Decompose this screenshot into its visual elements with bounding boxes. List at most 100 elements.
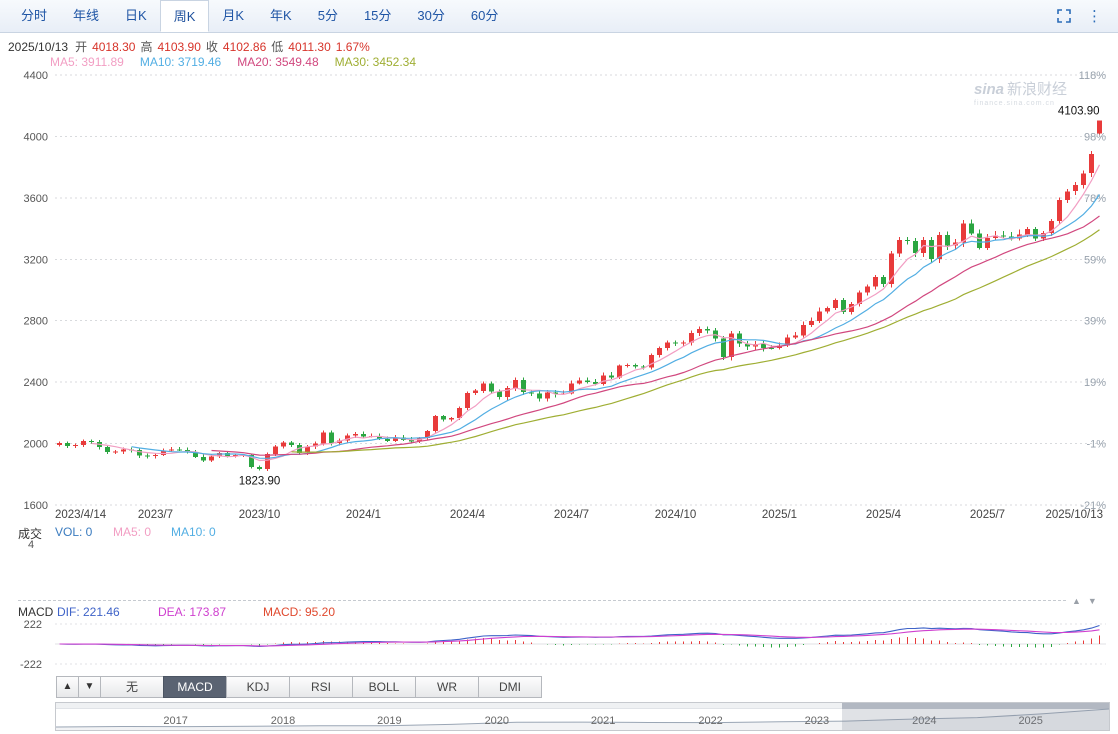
quote-value-高: 4103.90 [157, 40, 201, 54]
period-tab-5分[interactable]: 5分 [317, 8, 338, 23]
svg-text:2025/7: 2025/7 [970, 509, 1005, 521]
svg-text:98%: 98% [1084, 131, 1106, 143]
svg-text:-222: -222 [20, 659, 42, 671]
period-tab-分时[interactable]: 分时 [21, 8, 48, 23]
macd-dif-line [59, 624, 1100, 648]
period-tab-60分[interactable]: 60分 [470, 8, 499, 23]
indicator-tab-BOLL[interactable]: BOLL [352, 676, 416, 698]
volume-ma5-value: MA5: 0 [113, 525, 152, 539]
nav-year-2018: 2018 [270, 715, 296, 727]
svg-text:3600: 3600 [24, 193, 48, 205]
svg-text:-1%: -1% [1086, 439, 1106, 451]
panel-down-button[interactable]: ▼ [78, 676, 101, 698]
svg-text:3200: 3200 [24, 254, 48, 266]
period-tab-年线[interactable]: 年线 [73, 8, 100, 23]
nav-year-2020: 2020 [484, 715, 510, 727]
quote-label-高: 高 [140, 40, 153, 54]
panel-expand-icon[interactable]: ▲ [1072, 596, 1081, 606]
svg-text:2024/10: 2024/10 [655, 509, 697, 521]
indicator-tab-DMI[interactable]: DMI [478, 676, 542, 698]
ma-legend-MA20: MA20: 3549.48 [237, 55, 319, 69]
ma-line-MA10 [131, 194, 1100, 459]
navigator[interactable]: 2017 2018 2019 2020 2021 2022 2023 2024 2025 [55, 702, 1110, 731]
nav-year-2019: 2019 [377, 715, 402, 727]
indicator-tab-WR[interactable]: WR [415, 676, 479, 698]
period-tab-月K[interactable]: 月K [222, 8, 245, 23]
svg-text:2023/4/14: 2023/4/14 [55, 509, 107, 521]
fullscreen-icon[interactable] [1057, 9, 1071, 23]
indicator-tab-无[interactable]: 无 [100, 676, 164, 698]
panel-divider [18, 600, 1066, 601]
macd-macd-value: MACD: 95.20 [263, 605, 336, 619]
svg-text:4400: 4400 [24, 70, 48, 82]
ma-legend-MA10: MA10: 3719.46 [139, 55, 222, 69]
navigator-scrollbar-thumb[interactable] [841, 703, 1109, 709]
nav-year-2017: 2017 [163, 715, 188, 727]
ma-legend: MA5: 3911.89 MA10: 3719.46 MA20: 3549.48 MA… [50, 55, 416, 69]
period-tab-30分[interactable]: 30分 [417, 8, 445, 23]
svg-text:2025/10/13: 2025/10/13 [1045, 509, 1103, 521]
panel-up-button[interactable]: ▲ [56, 676, 79, 698]
macd-panel-label: MACD [18, 605, 54, 619]
more-menu-icon[interactable]: ⋮ [1087, 7, 1102, 25]
svg-text:2025/1: 2025/1 [762, 509, 797, 521]
svg-text:2023/7: 2023/7 [138, 509, 173, 521]
svg-text:39%: 39% [1084, 316, 1106, 328]
volume-axis-tick: 4 [28, 539, 35, 551]
ma-line-MA30 [291, 229, 1100, 453]
panel-collapse-icon[interactable]: ▼ [1087, 596, 1097, 606]
macd-dif-value: DIF: 221.46 [57, 605, 120, 619]
volume-ma10-value: MA10: 0 [171, 525, 216, 539]
indicator-tab-KDJ[interactable]: KDJ [226, 676, 290, 698]
quote-change: 1.67% [335, 40, 370, 54]
macd-dea-line [59, 628, 1100, 647]
svg-text:2025/4: 2025/4 [866, 509, 902, 521]
quote-value-收: 4102.86 [222, 40, 267, 54]
quote-label-开: 开 [75, 40, 88, 54]
macd-chart: 222 -222 [20, 619, 1106, 671]
quote-date: 2025/10/13 [8, 40, 69, 54]
volume-vol-value: VOL: 0 [55, 525, 93, 539]
navigator-selection[interactable] [841, 703, 1109, 730]
svg-text:2024/4: 2024/4 [450, 509, 486, 521]
period-tab-15分[interactable]: 15分 [363, 8, 392, 23]
quote-line: 2025/10/13 开 4018.30 高 4103.90 收 4102.86 低 4011.… [8, 38, 370, 55]
svg-text:2024/7: 2024/7 [554, 509, 589, 521]
period-tab-年K[interactable]: 年K [270, 8, 292, 23]
macd-dea-value: DEA: 173.87 [158, 605, 227, 619]
svg-text:2400: 2400 [24, 377, 48, 389]
svg-text:4103.90: 4103.90 [1058, 106, 1100, 118]
svg-text:118%: 118% [1079, 70, 1107, 82]
ma-legend-MA5: MA5: 3911.89 [50, 55, 124, 69]
nav-year-2024: 2024 [912, 715, 937, 727]
svg-text:2023/10: 2023/10 [239, 509, 281, 521]
svg-text:1600: 1600 [24, 500, 48, 512]
svg-text:222: 222 [24, 619, 42, 631]
svg-text:59%: 59% [1084, 254, 1106, 266]
indicator-tab-RSI[interactable]: RSI [289, 676, 353, 698]
navigator-scrollbar-track[interactable] [56, 703, 1109, 709]
indicator-tab-MACD[interactable]: MACD [163, 676, 227, 698]
svg-text:2024/1: 2024/1 [346, 509, 381, 521]
quote-label-收: 收 [205, 40, 218, 54]
nav-year-2022: 2022 [698, 715, 723, 727]
period-tab-日K[interactable]: 日K [125, 8, 147, 23]
nav-year-2025: 2025 [1018, 715, 1043, 727]
quote-value-开: 4018.30 [92, 40, 136, 54]
svg-text:-21%: -21% [1080, 500, 1106, 512]
main-candlestick-chart[interactable]: 4400 118% 4000 98% 3600 78% 3200 59% 2800 39% 2400… [0, 66, 1118, 526]
period-tab-周K[interactable]: 周K [159, 0, 210, 32]
quote-label-低: 低 [271, 40, 284, 54]
svg-text:19%: 19% [1084, 377, 1106, 389]
volume-panel-label: 成交 [18, 527, 43, 541]
svg-text:2800: 2800 [24, 316, 48, 328]
quote-value-低: 4011.30 [288, 40, 331, 54]
panel-toggle-icons: ▲ ▼ [1072, 596, 1097, 606]
navigator-sparkline [56, 708, 1109, 730]
svg-text:1823.90: 1823.90 [239, 476, 281, 488]
tabbar-right-icons: ⋮ [1057, 0, 1118, 32]
svg-text:2000: 2000 [24, 439, 48, 451]
nav-year-2021: 2021 [590, 715, 616, 727]
indicator-bar: ▲ ▼ 无 MACD KDJ RSI BOLL WR DMI [56, 676, 542, 698]
